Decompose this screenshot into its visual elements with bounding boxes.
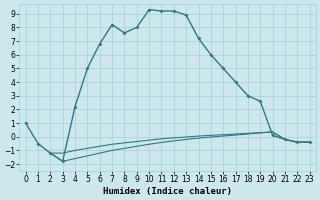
X-axis label: Humidex (Indice chaleur): Humidex (Indice chaleur) — [103, 187, 232, 196]
